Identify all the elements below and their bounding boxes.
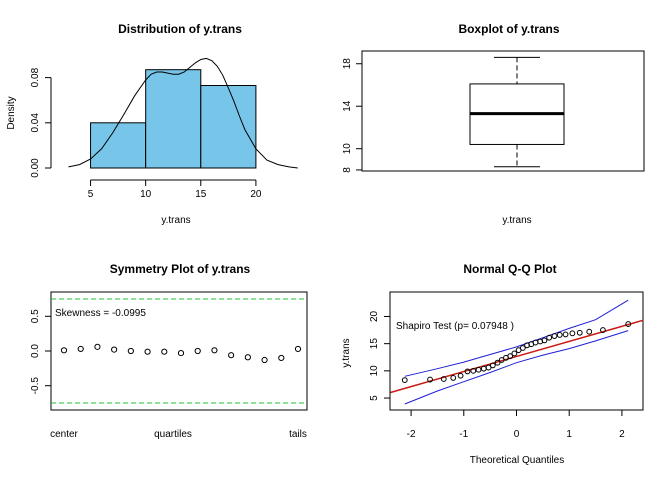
qq-point [457, 372, 464, 379]
boxplot-y-tick-label: 18 [342, 58, 353, 70]
qq-point [494, 359, 501, 366]
qq-envelope-upper [404, 299, 629, 377]
qq-point [532, 339, 539, 346]
symmetry-point [228, 352, 235, 359]
qq-y-tick-label: 20 [369, 310, 380, 322]
qq-point [464, 368, 471, 375]
histogram-bar [145, 69, 202, 169]
symmetry-point [244, 354, 251, 361]
symmetry-x-label: quartiles [154, 429, 192, 440]
symmetry-point [177, 349, 185, 357]
qq-ylabel: y.trans [341, 338, 352, 367]
boxplot-xlabel: y.trans [502, 215, 531, 226]
symmetry-x-label: tails [289, 429, 307, 440]
histogram-y-tick-label: 0.04 [30, 113, 41, 133]
qq-point [562, 331, 569, 338]
boxplot-title: Boxplot of y.trans [458, 22, 559, 36]
shapiro-annotation: Shapiro Test (p= 0.07948 ) [396, 321, 514, 332]
symmetry-point [94, 343, 101, 350]
qq-y-tick-label: 15 [369, 338, 380, 350]
symmetry-y-tick-label: 0.0 [30, 344, 41, 358]
qq-point [440, 376, 447, 382]
boxplot-frame [361, 50, 645, 172]
symmetry-y-tick-label: -0.5 [30, 377, 41, 395]
qq-point [586, 328, 593, 335]
histogram-y-tick-label: 0.08 [30, 67, 41, 87]
histogram-x-tick-label: 5 [88, 189, 94, 200]
qq-point [625, 321, 632, 327]
qq-point [427, 376, 433, 383]
symmetry-point [144, 348, 151, 355]
histogram-xlabel: y.trans [161, 215, 190, 226]
qq-y-tick-label: 10 [369, 365, 380, 377]
histogram-x-tick-label: 20 [250, 189, 262, 200]
symmetry-point [194, 347, 201, 355]
symmetry-point [294, 345, 302, 353]
qq-point [450, 375, 457, 381]
qq-x-tick-label: -2 [407, 429, 416, 440]
qq-point [546, 334, 553, 341]
qq-point [470, 367, 477, 374]
symmetry-point [111, 346, 118, 353]
symmetry-point [60, 347, 68, 354]
histogram-ylabel: Density [6, 96, 17, 129]
qq-title: Normal Q-Q Plot [463, 262, 556, 276]
symmetry-panel: Symmetry Plot of y.trans Skewness = -0.0… [30, 262, 308, 440]
qq-point [556, 332, 563, 338]
histogram-title: Distribution of y.trans [118, 22, 242, 36]
qq-point [507, 353, 514, 360]
qq-x-tick-label: 2 [619, 429, 625, 440]
qq-xlabel: Theoretical Quantiles [470, 455, 565, 466]
histogram-bar [200, 85, 257, 169]
qq-x-tick-label: -1 [459, 429, 468, 440]
histogram-panel: Distribution of y.trans y.trans Density … [6, 22, 298, 226]
qq-point [480, 365, 487, 372]
qq-point [511, 350, 518, 357]
qq-point [541, 337, 548, 344]
symmetry-x-label: center [50, 429, 78, 440]
boxplot-y-tick-label: 10 [342, 143, 353, 155]
boxplot-y-tick-label: 8 [342, 167, 353, 173]
symmetry-point [278, 354, 285, 362]
symmetry-point [261, 356, 268, 364]
qq-x-tick-label: 1 [566, 429, 572, 440]
symmetry-y-tick-label: 0.5 [30, 309, 41, 323]
skewness-annotation: Skewness = -0.0995 [55, 308, 146, 319]
histogram-x-tick-label: 10 [140, 189, 152, 200]
qq-point [475, 366, 482, 373]
density-curve [68, 57, 298, 169]
qq-point [401, 377, 408, 383]
histogram-x-tick-label: 15 [195, 189, 207, 200]
qq-point [569, 330, 576, 337]
symmetry-point [161, 348, 168, 355]
symmetry-title: Symmetry Plot of y.trans [110, 262, 251, 276]
histogram-y-tick-label: 0.00 [30, 158, 41, 178]
qq-envelope-lower [404, 330, 629, 405]
qq-x-tick-label: 0 [514, 429, 520, 440]
qq-point [576, 329, 583, 336]
qq-panel: Normal Q-Q Plot Theoretical Quantiles y.… [341, 262, 644, 466]
boxplot-panel: Boxplot of y.trans y.trans 8 10 14 18 [342, 22, 645, 226]
symmetry-point [211, 347, 218, 354]
symmetry-point [77, 345, 84, 353]
histogram-bar [90, 122, 147, 169]
qq-y-tick-label: 5 [369, 395, 380, 401]
qq-point [551, 333, 558, 339]
symmetry-point [127, 347, 134, 355]
boxplot-y-tick-label: 14 [342, 100, 353, 112]
qq-point [600, 327, 606, 333]
qq-point [489, 362, 496, 369]
qq-point [519, 345, 526, 351]
